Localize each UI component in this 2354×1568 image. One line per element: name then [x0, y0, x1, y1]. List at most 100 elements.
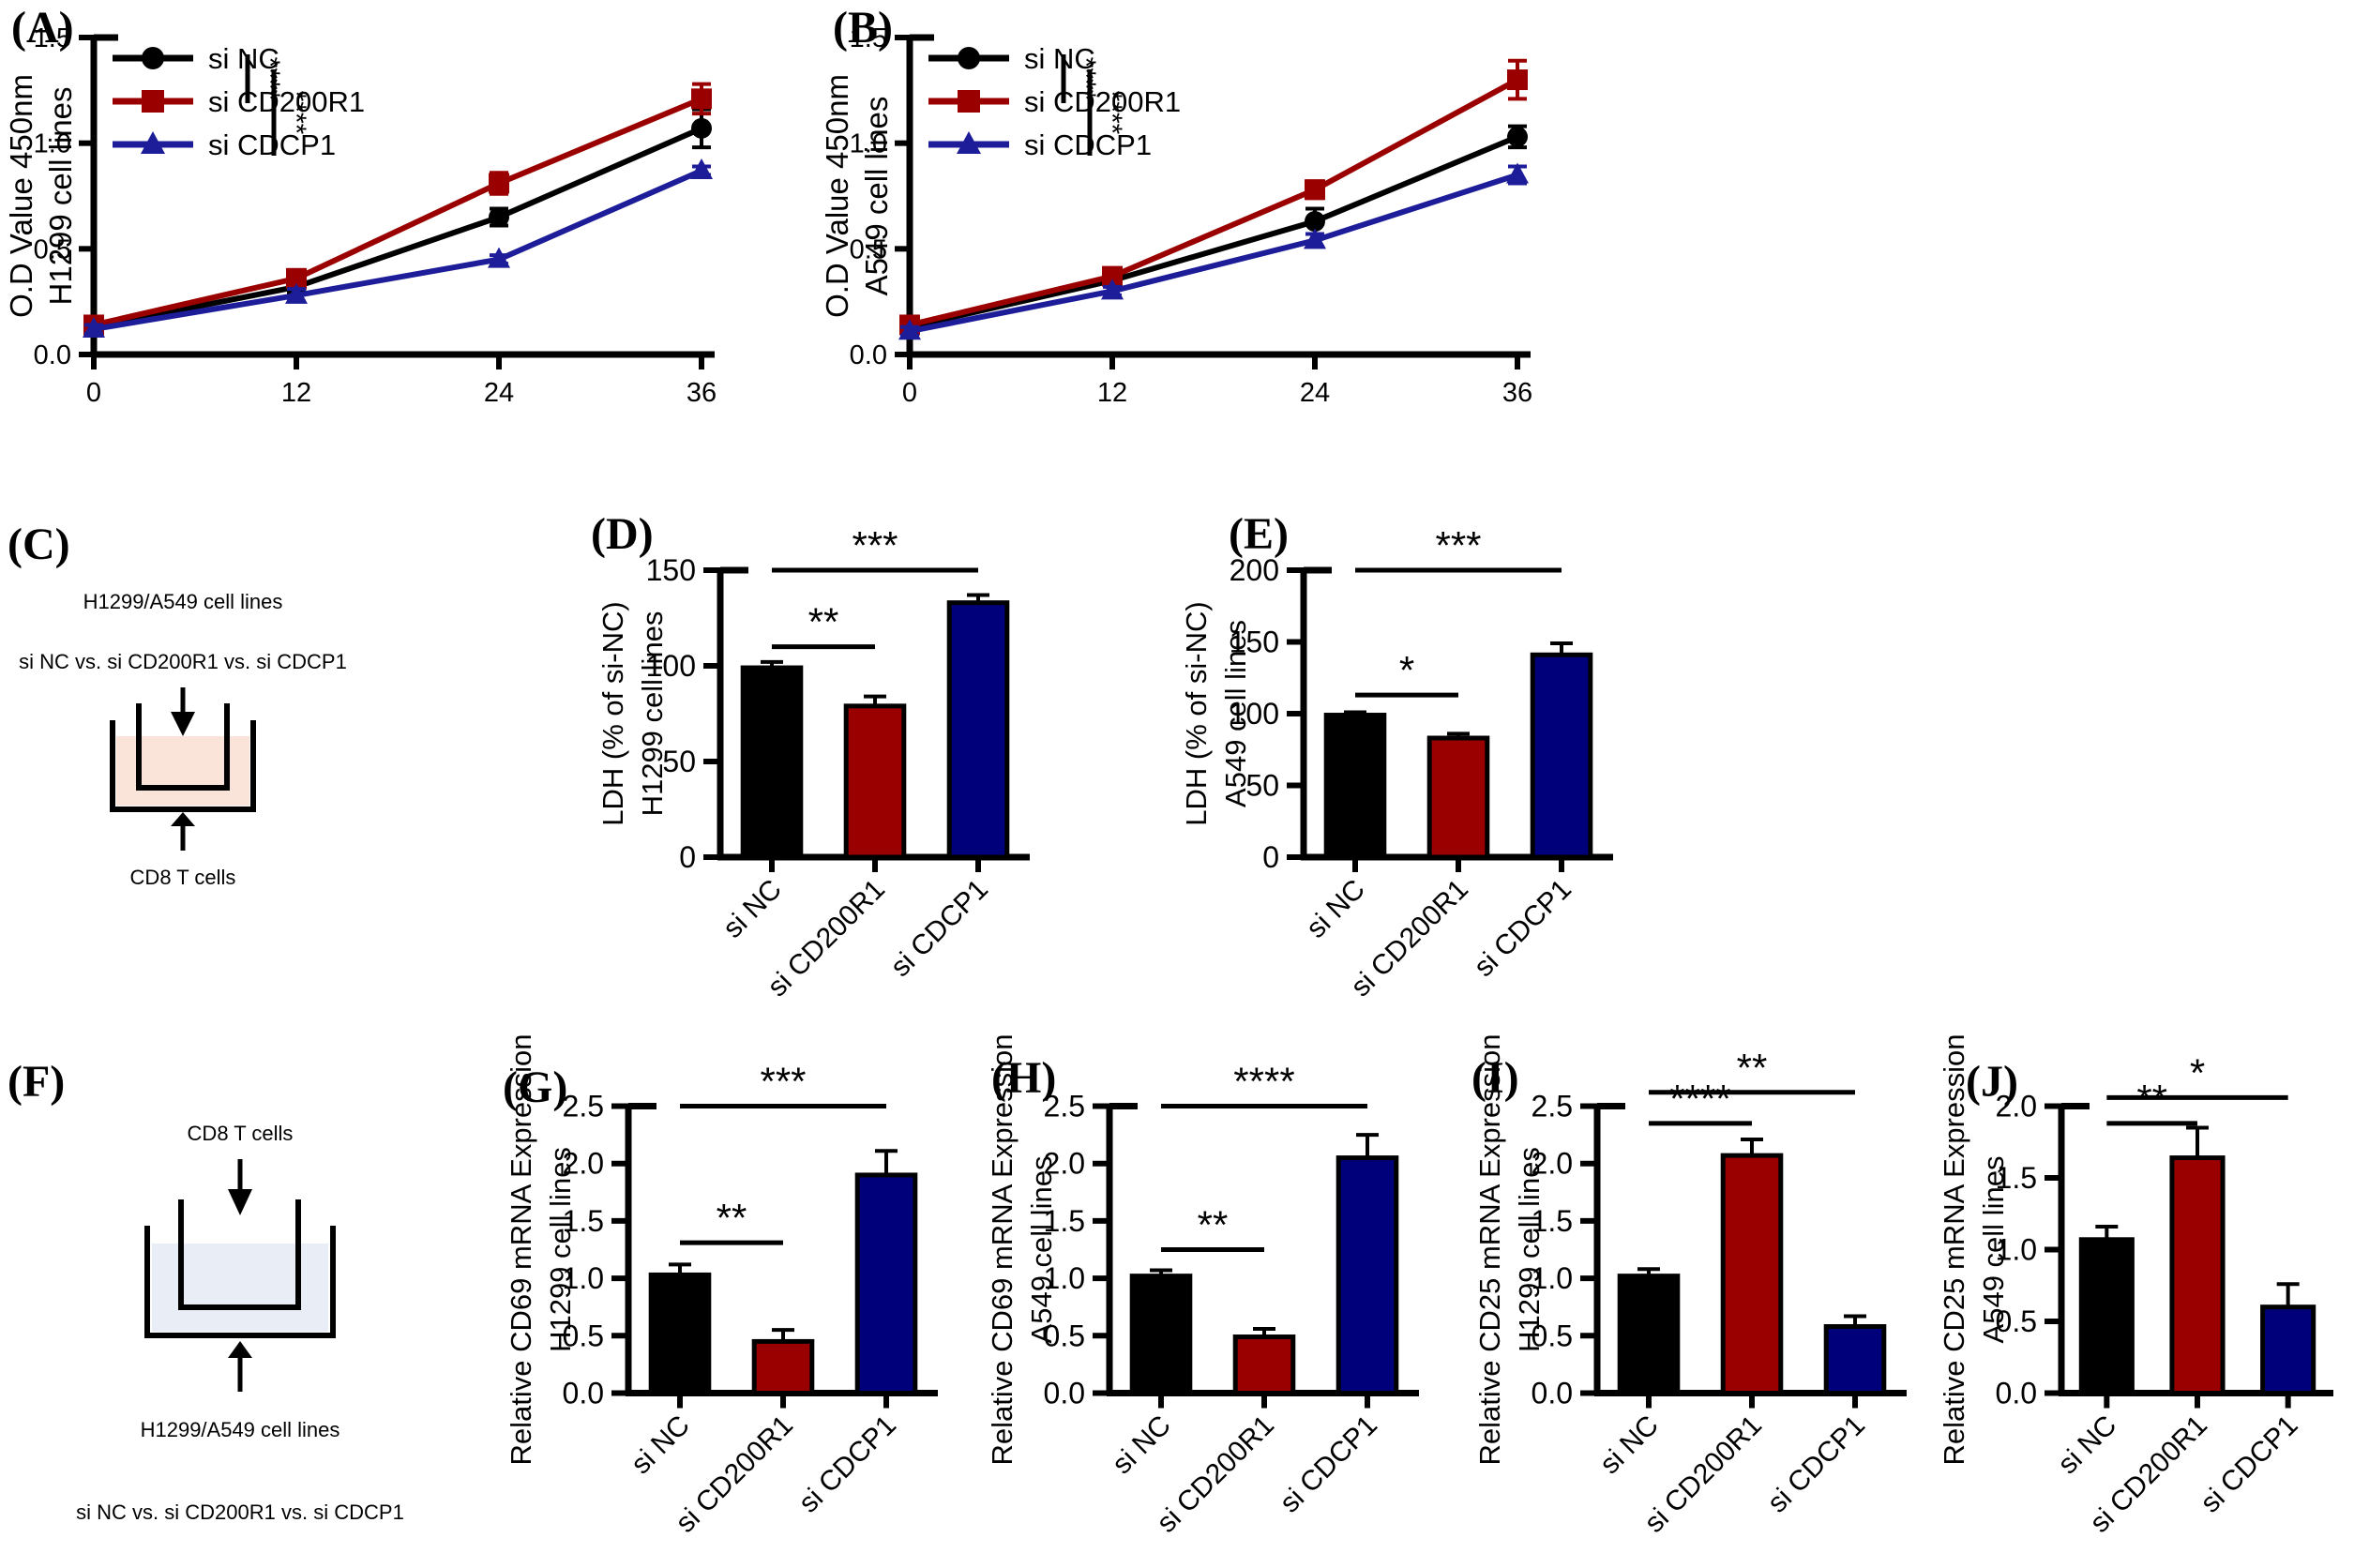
- data-line: [93, 96, 703, 328]
- x-category-label: si CDCP1: [2195, 1410, 2303, 1518]
- series-si-CDCP1: [83, 158, 713, 338]
- y-axis-label: LDH (% of si-NC) H1299 cell lines: [596, 601, 669, 825]
- y-tick-label: 0.0: [850, 340, 887, 370]
- y-tick-label: 0: [1262, 840, 1279, 874]
- marker-circle: [142, 47, 164, 69]
- transwell-diagram-tumor-top: H1299/A549 cell lines si NC vs. si CD200R…: [19, 590, 347, 889]
- x-category-label: si CDCP1: [884, 874, 993, 983]
- x-tick-label: 12: [1097, 378, 1127, 408]
- marker-circle: [1305, 211, 1325, 233]
- data-line: [909, 134, 1519, 330]
- marker-triangle: [83, 316, 105, 338]
- x-category-label: si NC: [1301, 874, 1371, 944]
- diagram-bottom-label: CD8 T cells: [130, 866, 236, 889]
- sig-label: ****: [1669, 1077, 1730, 1121]
- y-tick-label: 2.0: [1996, 1090, 2037, 1123]
- sig-label: ****: [1096, 91, 1127, 135]
- diagram-bottom-label: si NC vs. si CD200R1 vs. si CDCP1: [76, 1500, 404, 1524]
- y-tick-label: 50: [662, 745, 696, 778]
- series-si-CD200R1: [83, 82, 712, 336]
- y-axis-label: O.D Value 450nm A549 cell lines: [820, 74, 894, 318]
- bar: [2260, 1304, 2316, 1396]
- y-axis-label-line: A549 cell lines: [859, 97, 894, 296]
- y-axis-label: Relative CD25 mRNA Expression A549 cell l…: [1938, 1033, 2010, 1465]
- y-tick-label: 1.5: [563, 1204, 604, 1238]
- y-tick-label: 50: [1245, 769, 1279, 803]
- panel-J: (J) 0.0 0.5 1.0 1.5 2.0 Relative CD25 mRNA Ex…: [1932, 1033, 2354, 1568]
- legend-item: si CD200R1: [113, 85, 365, 118]
- sig-label: ***: [1435, 523, 1481, 567]
- line-chart-od450-a549: 0.0 0.5 1.0 1.5 0 12 24 36 O.D Value 450nm A549 c…: [820, 23, 1532, 408]
- bar: [1530, 652, 1593, 860]
- data-line: [909, 77, 1519, 328]
- legend-item: si NC: [113, 42, 279, 75]
- y-tick-label: 2.0: [1044, 1147, 1085, 1181]
- arrow-up-icon: [171, 812, 195, 826]
- x-category-label: si CDCP1: [1274, 1410, 1382, 1518]
- y-tick-label: 200: [1230, 553, 1279, 587]
- panel-D: (D) 0 50 100 150 LDH (% of si-NC) H1299 cell …: [591, 508, 1050, 1031]
- marker-circle: [1507, 126, 1528, 147]
- x-category-label: si CDCP1: [1468, 874, 1577, 983]
- panel-label-C: (C): [8, 520, 70, 569]
- y-tick-label: 0.5: [1532, 1319, 1573, 1352]
- arrow-down-icon: [171, 712, 195, 736]
- panel-H: (H) 0.0 0.5 1.0 1.5 2.0 2.5 Relative CD69 mRNA…: [980, 1033, 1440, 1568]
- diagram-top-label: H1299/A549 cell lines: [83, 590, 283, 613]
- panel-label-E: (E): [1229, 509, 1289, 559]
- legend-item: si CD200R1: [928, 85, 1181, 118]
- y-axis-label-line: H1299 cell lines: [43, 87, 78, 306]
- y-axis-label: Relative CD69 mRNA Expression A549 cell l…: [986, 1033, 1058, 1465]
- marker-square: [1507, 69, 1528, 91]
- y-axis-label-line: LDH (% of si-NC): [596, 601, 629, 825]
- marker-square: [691, 88, 712, 110]
- sig-label: ***: [852, 523, 898, 567]
- marker-triangle: [285, 282, 308, 304]
- panel-label-B: (B): [833, 3, 893, 53]
- bar: [751, 1338, 815, 1396]
- sig-label: **: [1737, 1046, 1768, 1090]
- y-tick-label: 1.0: [1996, 1233, 2037, 1267]
- marker-circle: [691, 117, 712, 139]
- panel-label-A: (A): [11, 3, 74, 53]
- outer-well: [144, 1226, 336, 1338]
- y-axis-label: LDH (% of si-NC) A549 cell lines: [1180, 601, 1252, 825]
- y-tick-label: 1.0: [850, 129, 887, 159]
- bar: [854, 1172, 918, 1395]
- x-tick-label: 24: [1300, 378, 1330, 408]
- y-tick-label: 2.5: [1044, 1090, 1085, 1123]
- marker-square: [958, 90, 980, 113]
- y-tick-label: 1.0: [34, 129, 71, 159]
- y-tick-label: 0.0: [34, 340, 71, 370]
- marker-square: [1102, 265, 1123, 287]
- y-tick-label: 2.5: [1532, 1090, 1573, 1123]
- panel-label-H: (H): [991, 1053, 1057, 1103]
- y-axis-label-line: H1299 cell lines: [1513, 1147, 1546, 1352]
- y-axis-label-line: Relative CD69 mRNA Expression: [986, 1033, 1019, 1465]
- y-axis-label-line: LDH (% of si-NC): [1180, 601, 1213, 825]
- sig-label: **: [1198, 1203, 1229, 1247]
- bar: [2078, 1237, 2135, 1395]
- y-tick-label: 1.5: [1996, 1161, 2037, 1195]
- y-tick-label: 0.5: [34, 234, 71, 264]
- legend-label: si NC: [208, 42, 279, 75]
- y-axis-label-line: O.D Value 450nm: [820, 74, 854, 318]
- legend-label: si CD200R1: [1024, 85, 1181, 118]
- marker-square: [286, 267, 307, 289]
- data-line: [93, 168, 703, 332]
- marker-square: [489, 173, 509, 194]
- bar: [1232, 1334, 1296, 1395]
- y-tick-label: 0.0: [1532, 1377, 1573, 1410]
- arrow-up-icon: [228, 1341, 252, 1358]
- y-tick-label: 1.5: [1532, 1204, 1573, 1238]
- y-tick-label: 100: [646, 649, 696, 683]
- bar: [1129, 1274, 1193, 1395]
- marker-triangle: [141, 131, 165, 154]
- y-tick-label: 2.0: [1532, 1147, 1573, 1181]
- x-category-label: si NC: [1594, 1410, 1665, 1480]
- outer-well: [110, 720, 256, 812]
- panel-label-D: (D): [591, 509, 654, 559]
